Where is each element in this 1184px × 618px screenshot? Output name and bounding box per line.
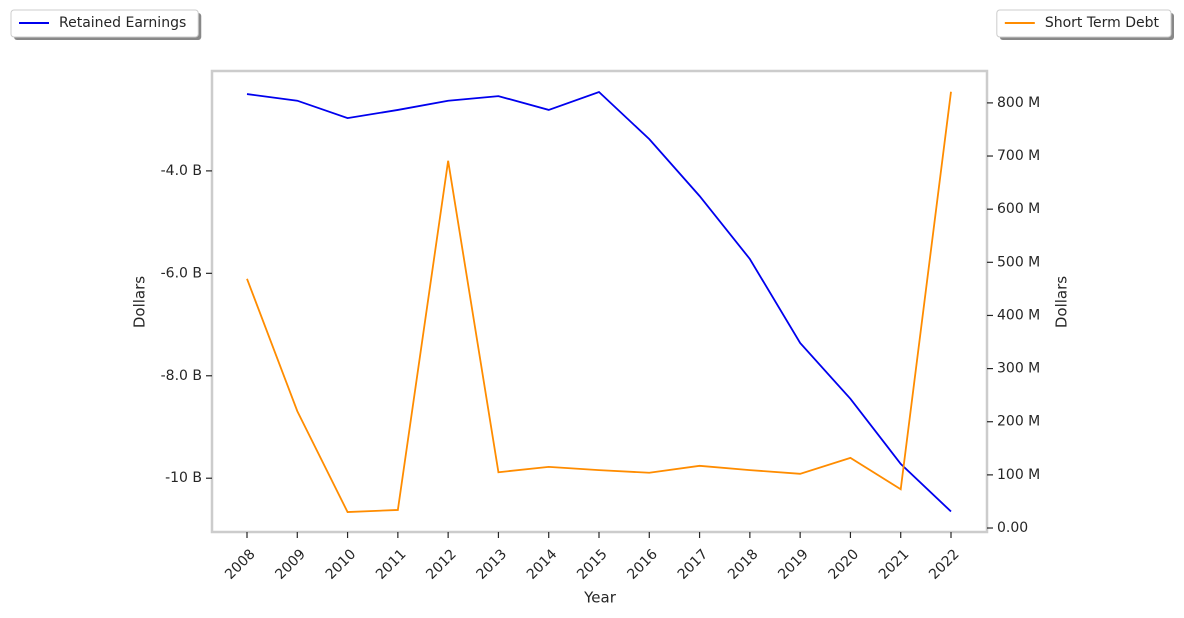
x-tick-label: 2015	[574, 546, 611, 583]
x-tick-label: 2011	[373, 546, 410, 583]
legend-label: Retained Earnings	[59, 15, 186, 31]
legend-label: Short Term Debt	[1045, 15, 1160, 31]
x-tick-label: 2013	[474, 546, 511, 583]
y-tick-label: -4.0 B	[161, 163, 202, 179]
x-tick-label: 2009	[272, 546, 309, 583]
plot-frame	[210, 69, 989, 534]
x-tick-label: 2022	[926, 546, 963, 583]
x-tick-label: 2010	[323, 546, 360, 583]
x-tick-label: 2014	[524, 546, 561, 583]
y2-tick-label: 100 M	[997, 467, 1040, 483]
y2-axis-label: Dollars	[1053, 276, 1071, 328]
legend-box	[10, 9, 199, 38]
y2-tick-label: 400 M	[997, 307, 1040, 323]
y-tick-label: -8.0 B	[161, 368, 202, 384]
y2-tick-label: 200 M	[997, 414, 1040, 430]
y2-tick-label: 600 M	[997, 201, 1040, 217]
y2-tick-label: 700 M	[997, 148, 1040, 164]
x-tick-label: 2012	[423, 546, 460, 583]
x-tick-label: 2020	[826, 546, 863, 583]
x-tick-label: 2021	[876, 546, 913, 583]
y2-tick-label: 300 M	[997, 361, 1040, 377]
series-line	[246, 91, 952, 513]
x-tick-label: 2016	[624, 546, 661, 583]
x-tick-label: 2017	[675, 546, 712, 583]
y-tick-label: -6.0 B	[161, 265, 202, 281]
legend: Retained Earnings	[10, 9, 202, 40]
x-tick-label: 2008	[222, 546, 259, 583]
x-tick-label: 2019	[775, 546, 812, 583]
y2-tick-label: 800 M	[997, 95, 1040, 111]
x-tick-label: 2018	[725, 546, 762, 583]
y2-tick-label: 0.00	[997, 520, 1028, 536]
x-axis-label: Year	[583, 589, 617, 607]
y-axis-label: Dollars	[131, 276, 149, 328]
legend: Short Term Debt	[996, 9, 1174, 40]
y2-tick-label: 500 M	[997, 254, 1040, 270]
series-line	[246, 90, 952, 513]
legend-box	[996, 9, 1172, 38]
y-tick-label: -10 B	[165, 470, 202, 486]
